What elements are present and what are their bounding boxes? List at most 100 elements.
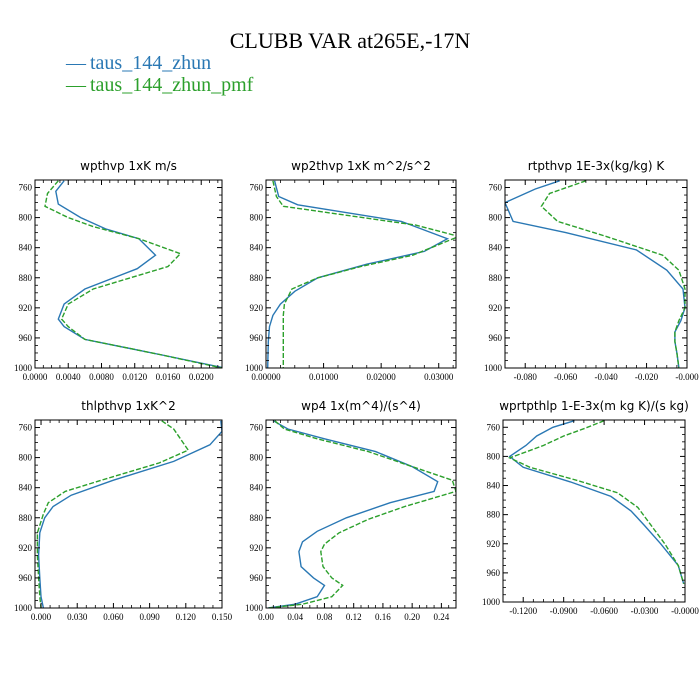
y-tick-label: 840 xyxy=(250,483,264,493)
series-line-zhun xyxy=(508,420,685,584)
x-tick-label: 0.00 xyxy=(258,612,274,622)
y-tick-label: 800 xyxy=(489,213,503,223)
legend-label-zhun: taus_144_zhun xyxy=(90,52,212,74)
y-tick-label: 760 xyxy=(489,183,503,193)
series-line-zhun xyxy=(55,180,222,368)
y-tick-label: 800 xyxy=(250,453,264,463)
x-tick-label: 0.090 xyxy=(139,612,160,622)
y-tick-label: 960 xyxy=(489,333,503,343)
x-tick-label: 0.0200 xyxy=(189,372,214,382)
x-tick-label: 0.030 xyxy=(67,612,88,622)
y-tick-label: 1000 xyxy=(484,363,503,373)
y-tick-label: 1000 xyxy=(245,363,264,373)
y-tick-label: 1000 xyxy=(245,603,264,613)
panel-title: wprtpthlp 1-E-3x(m kg K)/(s kg) xyxy=(499,399,689,413)
plot-frame xyxy=(34,419,223,609)
y-tick-label: 960 xyxy=(250,333,264,343)
y-tick-label: 760 xyxy=(487,422,501,432)
legend-label-pmf: taus_144_zhun_pmf xyxy=(90,74,254,96)
y-tick-label: 880 xyxy=(489,273,503,283)
x-tick-label: 0.04 xyxy=(287,612,303,622)
series-line-pmf xyxy=(36,420,190,608)
y-tick-label: 760 xyxy=(19,183,33,193)
x-tick-label: -0.040 xyxy=(594,372,618,382)
x-tick-label: 0.0120 xyxy=(122,372,147,382)
panel-1: wpthvp 1xK m/s 0.0000 0.0040 0.0080 0.0120 0.… xyxy=(14,159,223,382)
x-tick-label: 0.150 xyxy=(212,612,233,622)
y-tick-label: 880 xyxy=(250,513,264,523)
y-tick-label: 800 xyxy=(19,453,33,463)
panel-title: rtpthvp 1E-3x(kg/kg) K xyxy=(528,159,666,173)
panel-title: wp2thvp 1xK m^2/s^2 xyxy=(291,159,431,173)
y-tick-label: 840 xyxy=(489,243,503,253)
x-tick-label: -0.0000 xyxy=(671,606,699,616)
plot-frame xyxy=(34,179,223,369)
y-tick-label: 840 xyxy=(19,483,33,493)
y-tick-label: 880 xyxy=(487,510,501,520)
series-line-pmf xyxy=(44,180,222,368)
x-tick-label: -0.080 xyxy=(514,372,538,382)
panel-title: wpthvp 1xK m/s xyxy=(80,159,177,173)
x-tick-label: 0.060 xyxy=(103,612,124,622)
y-tick-label: 880 xyxy=(250,273,264,283)
x-tick-label: 0.0000 xyxy=(23,372,48,382)
x-tick-label: -0.000 xyxy=(675,372,699,382)
panel-2: wp2thvp 1xK m^2/s^2 0.00000 0.01000 0.02000… xyxy=(245,159,457,382)
series-line-pmf xyxy=(268,420,456,608)
y-tick-label: 920 xyxy=(250,303,264,313)
y-tick-label: 840 xyxy=(487,481,501,491)
y-tick-label: 920 xyxy=(489,303,503,313)
y-tick-label: 920 xyxy=(19,303,33,313)
y-tick-label: 1000 xyxy=(14,363,33,373)
x-tick-label: 0.20 xyxy=(404,612,420,622)
x-tick-label: -0.0900 xyxy=(550,606,578,616)
x-tick-label: 0.12 xyxy=(346,612,362,622)
x-tick-label: 0.000 xyxy=(31,612,52,622)
legend-line-zhun: — xyxy=(66,52,86,74)
y-tick-label: 840 xyxy=(250,243,264,253)
plot-frame xyxy=(265,179,457,369)
series-line-zhun xyxy=(505,180,686,368)
x-tick-label: -0.020 xyxy=(635,372,659,382)
panel-5: wp4 1x(m^4)/(s^4) 0.00 0.04 0.08 0.12 0.16 0.2… xyxy=(245,399,457,622)
x-tick-label: 0.00000 xyxy=(251,372,281,382)
x-tick-label: 0.08 xyxy=(317,612,333,622)
y-tick-label: 1000 xyxy=(14,603,33,613)
y-tick-label: 960 xyxy=(250,573,264,583)
x-tick-label: 0.0080 xyxy=(89,372,114,382)
legend-item-pmf: — taus_144_zhun_pmf xyxy=(66,74,253,96)
x-tick-label: 0.0160 xyxy=(156,372,181,382)
x-tick-label: -0.0600 xyxy=(590,606,618,616)
series-line-zhun xyxy=(267,180,450,368)
x-tick-label: -0.0300 xyxy=(631,606,659,616)
x-tick-label: -0.060 xyxy=(554,372,578,382)
y-tick-label: 800 xyxy=(19,213,33,223)
y-tick-label: 920 xyxy=(250,543,264,553)
x-tick-label: 0.02000 xyxy=(367,372,397,382)
panel-title: wp4 1x(m^4)/(s^4) xyxy=(301,399,421,413)
series-line-pmf xyxy=(507,420,685,584)
panel-title: thlpthvp 1xK^2 xyxy=(81,399,175,413)
y-tick-label: 760 xyxy=(19,423,33,433)
series-line-pmf xyxy=(540,180,686,368)
y-tick-label: 880 xyxy=(19,273,33,283)
series-line-pmf xyxy=(272,180,456,368)
y-tick-label: 800 xyxy=(487,451,501,461)
y-tick-label: 880 xyxy=(19,513,33,523)
x-tick-label: 0.24 xyxy=(434,612,450,622)
plot-frame xyxy=(502,419,686,603)
legend-line-pmf: — xyxy=(66,74,86,96)
x-tick-label: 0.16 xyxy=(375,612,391,622)
figure-title: CLUBB VAR at265E,-17N xyxy=(229,28,471,53)
y-tick-label: 840 xyxy=(19,243,33,253)
y-tick-label: 960 xyxy=(19,333,33,343)
x-tick-label: 0.03000 xyxy=(424,372,454,382)
y-tick-label: 760 xyxy=(250,183,264,193)
y-tick-label: 920 xyxy=(19,543,33,553)
y-tick-label: 920 xyxy=(487,539,501,549)
series-line-zhun xyxy=(37,420,222,608)
legend-item-zhun: — taus_144_zhun xyxy=(66,52,211,74)
y-tick-label: 760 xyxy=(250,423,264,433)
series-line-zhun xyxy=(268,420,439,608)
